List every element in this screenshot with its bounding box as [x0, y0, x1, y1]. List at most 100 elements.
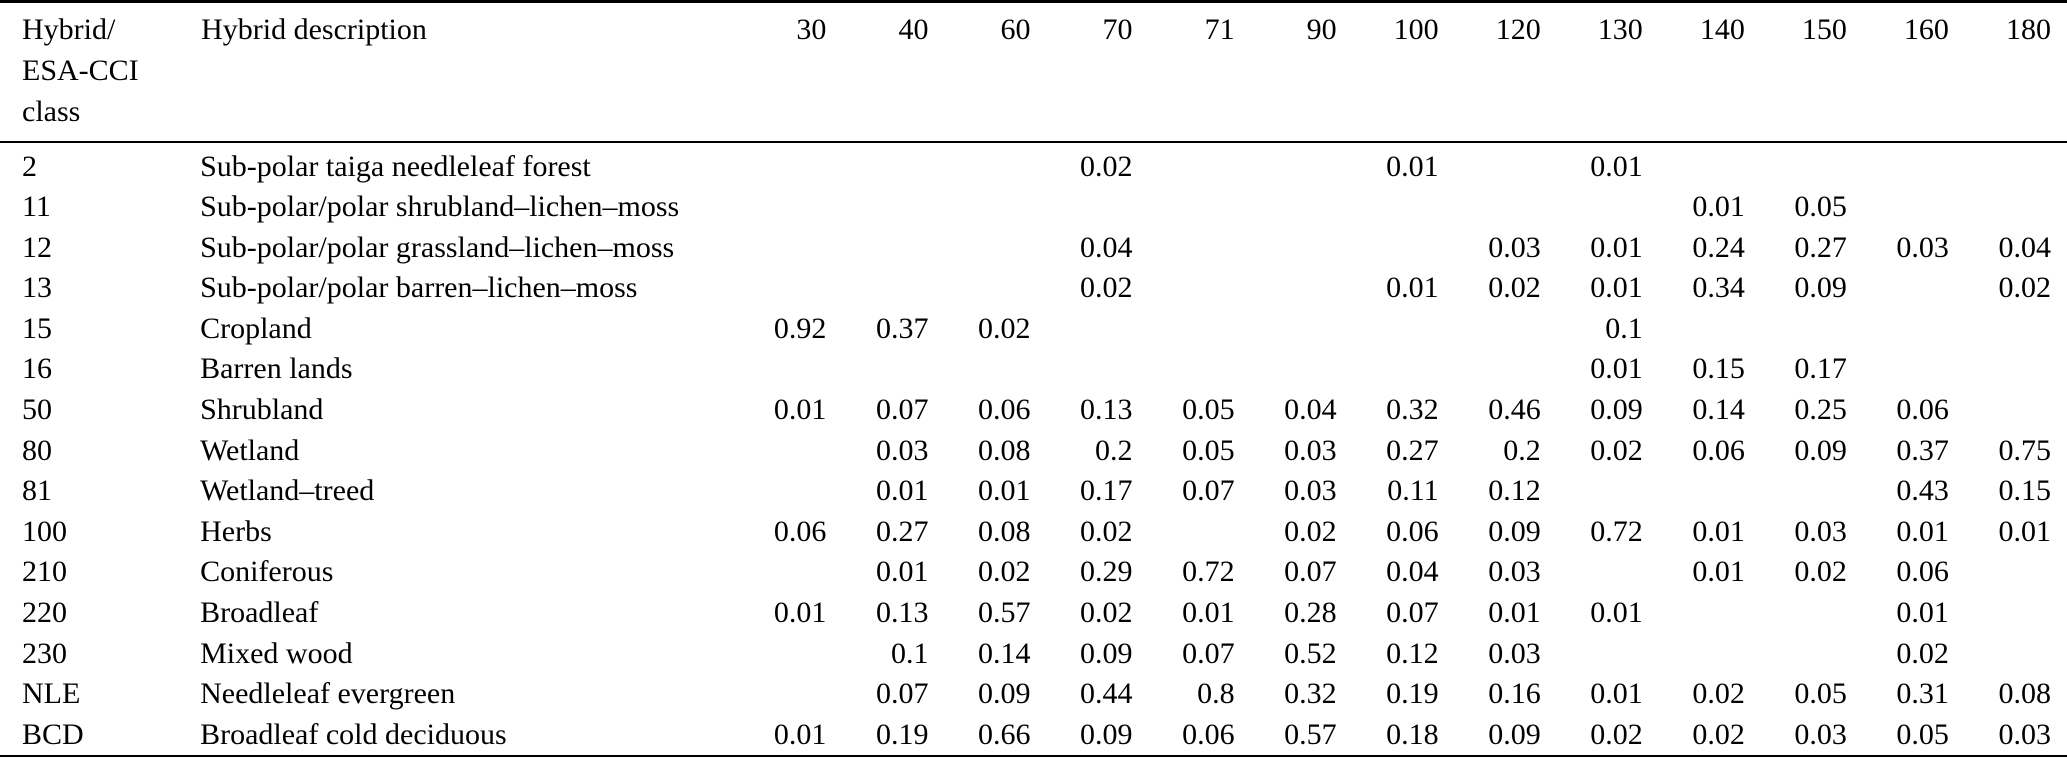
cell-value-90: 0.28: [1284, 596, 1337, 630]
cell-description: Sub-polar/polar barren–lichen–moss: [200, 271, 638, 305]
cell-value-40: 0.1: [890, 636, 929, 670]
cell-value-100: 0.27: [1386, 433, 1439, 467]
cell-value-140: [1659, 142, 1761, 188]
cell-value-140: 0.02: [1692, 717, 1745, 751]
cell-value-150: 0.03: [1794, 717, 1847, 751]
cell-value-40: 0.19: [875, 717, 929, 751]
cell-value-40: 0.07: [875, 677, 929, 711]
cell-class: 13: [22, 271, 52, 305]
cell-value-140: 0.15: [1692, 352, 1745, 386]
cell-value-71: 0.05: [1182, 433, 1235, 467]
cell-description: Shrubland: [200, 393, 324, 427]
cell-value-30: [740, 431, 842, 472]
cell-value-71: [1149, 309, 1251, 350]
cell-value-150: 0.02: [1794, 555, 1847, 589]
table-row: 16 Barren lands 0.01 0.15 0.17: [0, 349, 2067, 390]
header-row: Hybrid/ ESA-CCI class Hybrid description…: [0, 1, 2067, 143]
cell-value-40: [842, 187, 944, 228]
cell-value-120: [1455, 309, 1557, 350]
cell-value-150: [1761, 471, 1863, 512]
header-col-180: 180: [1964, 1, 2067, 143]
cell-class: 15: [22, 311, 52, 345]
cell-value-140: [1659, 309, 1761, 350]
cell-value-30: [740, 552, 842, 593]
cell-value-160: 0.37: [1896, 433, 1949, 467]
cell-value-140: 0.06: [1692, 433, 1745, 467]
table-row: 11 Sub-polar/polar shrubland–lichen–moss 0…: [0, 187, 2067, 228]
cell-class: NLE: [22, 677, 81, 711]
cell-description: Herbs: [200, 514, 272, 548]
cell-value-70: 0.02: [1080, 271, 1133, 305]
cell-class: 230: [22, 636, 67, 670]
header-class-column: Hybrid/ ESA-CCI class: [0, 1, 201, 143]
cell-class: 16: [22, 352, 52, 386]
cell-value-30: 0.01: [773, 596, 827, 630]
cell-value-160: 0.01: [1896, 514, 1949, 548]
cell-value-90: 0.02: [1284, 514, 1337, 548]
cell-value-160: 0.43: [1896, 474, 1949, 508]
cell-value-40: 0.01: [875, 555, 929, 589]
cell-value-150: 0.05: [1794, 190, 1847, 224]
cell-value-40: 0.37: [875, 311, 929, 345]
cell-value-71: 0.05: [1182, 393, 1235, 427]
cell-value-130: 0.1: [1605, 311, 1643, 345]
cell-value-150: 0.17: [1794, 352, 1847, 386]
cell-value-160: 0.05: [1896, 717, 1949, 751]
cell-value-30: 0.01: [773, 717, 827, 751]
cell-value-120: 0.16: [1488, 677, 1541, 711]
cell-class: 2: [22, 149, 37, 183]
cell-description: Wetland–treed: [200, 474, 375, 508]
cell-value-130: 0.01: [1590, 230, 1643, 264]
cell-value-120: [1455, 142, 1557, 188]
cell-value-100: 0.06: [1386, 514, 1439, 548]
cell-value-100: [1353, 309, 1455, 350]
cell-value-150: 0.03: [1794, 514, 1847, 548]
cell-value-40: [842, 228, 944, 269]
cell-value-60: 0.66: [977, 717, 1031, 751]
cell-value-30: [740, 349, 842, 390]
table-row: 80 Wetland 0.03 0.08 0.2 0.05 0.03 0.27 0.2 0.02 0…: [0, 431, 2067, 472]
cell-value-90: [1251, 142, 1353, 188]
cell-value-160: [1863, 142, 1965, 188]
cell-value-90: [1251, 268, 1353, 309]
cell-value-130: [1557, 552, 1659, 593]
cell-value-90: 0.03: [1284, 433, 1337, 467]
cell-value-71: [1149, 228, 1251, 269]
cell-value-120: [1455, 187, 1557, 228]
cell-value-30: [740, 187, 842, 228]
cell-value-120: 0.09: [1488, 514, 1541, 548]
cell-value-140: 0.01: [1692, 555, 1745, 589]
cell-value-70: [1046, 309, 1148, 350]
cell-value-120: 0.09: [1488, 717, 1541, 751]
table-row: 12 Sub-polar/polar grassland–lichen–moss 0…: [0, 228, 2067, 269]
cell-value-71: [1149, 512, 1251, 553]
cell-value-180: [1965, 142, 2067, 188]
cell-value-130: 0.72: [1590, 514, 1643, 548]
cell-value-70: 0.02: [1080, 514, 1133, 548]
cell-value-160: [1863, 187, 1965, 228]
table-row: BCD Broadleaf cold deciduous 0.01 0.19 0.66 0…: [0, 715, 2067, 757]
cell-value-180: 0.04: [1998, 230, 2052, 264]
cell-value-120: 0.01: [1488, 596, 1541, 630]
cell-value-60: [944, 349, 1046, 390]
cell-value-160: [1863, 268, 1965, 309]
cell-value-70: 0.29: [1080, 555, 1133, 589]
cell-value-120: 0.02: [1488, 271, 1541, 305]
cell-value-30: 0.01: [773, 393, 827, 427]
cell-value-100: [1353, 228, 1455, 269]
cell-value-70: 0.02: [1080, 596, 1133, 630]
cell-value-90: [1251, 187, 1353, 228]
cell-value-140: 0.01: [1692, 514, 1745, 548]
cell-value-70: 0.02: [1080, 149, 1133, 183]
cell-value-150: [1761, 593, 1863, 634]
cell-value-180: 0.01: [1998, 514, 2052, 548]
cell-value-160: 0.01: [1896, 596, 1949, 630]
cell-value-180: [1965, 187, 2067, 228]
cell-value-100: 0.18: [1386, 717, 1439, 751]
table-row: 13 Sub-polar/polar barren–lichen–moss 0.02…: [0, 268, 2067, 309]
cell-value-100: 0.12: [1386, 636, 1439, 670]
cell-value-90: 0.32: [1284, 677, 1337, 711]
cell-value-120: 0.46: [1488, 393, 1541, 427]
table-body: 2 Sub-polar taiga needleleaf forest 0.02 0.…: [0, 142, 2067, 757]
cell-value-120: 0.12: [1488, 474, 1541, 508]
